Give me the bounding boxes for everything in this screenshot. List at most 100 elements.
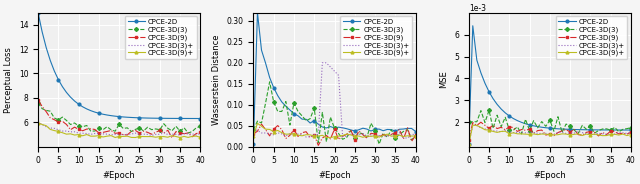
CPCE-3D(9) bbox=[38, 105, 46, 108]
CPCE-2D bbox=[294, 115, 302, 117]
CPCE-3D(9) bbox=[168, 137, 176, 139]
X-axis label: #Epoch: #Epoch bbox=[318, 171, 351, 180]
CPCE-3D(9)+ bbox=[83, 133, 91, 136]
CPCE-2D bbox=[509, 117, 517, 120]
CPCE-3D(9)+ bbox=[319, 134, 326, 136]
CPCE-2D bbox=[469, 25, 477, 27]
CPCE-3D(3)+ bbox=[412, 134, 419, 136]
CPCE-3D(3) bbox=[380, 132, 387, 134]
CPCE-3D(9) bbox=[132, 129, 140, 132]
Line: CPCE-3D(3)+: CPCE-3D(3)+ bbox=[468, 125, 631, 144]
CPCE-3D(3) bbox=[319, 111, 326, 114]
CPCE-2D bbox=[115, 116, 123, 118]
CPCE-2D bbox=[404, 127, 412, 130]
CPCE-3D(9) bbox=[591, 131, 598, 133]
CPCE-3D(9)+ bbox=[375, 136, 383, 138]
CPCE-3D(9)+ bbox=[54, 130, 62, 132]
CPCE-2D bbox=[140, 117, 147, 119]
CPCE-3D(3)+ bbox=[326, 66, 334, 68]
CPCE-3D(9) bbox=[525, 128, 533, 130]
CPCE-3D(3) bbox=[550, 130, 557, 132]
CPCE-3D(3)+ bbox=[59, 130, 67, 132]
CPCE-3D(9) bbox=[59, 120, 67, 122]
CPCE-3D(9)+ bbox=[95, 135, 103, 137]
CPCE-3D(9) bbox=[54, 121, 62, 123]
CPCE-3D(3) bbox=[574, 132, 582, 135]
CPCE-3D(9) bbox=[323, 134, 330, 137]
CPCE-3D(3) bbox=[95, 127, 103, 130]
CPCE-3D(3)+ bbox=[595, 132, 602, 134]
CPCE-3D(3)+ bbox=[530, 131, 538, 134]
CPCE-3D(9) bbox=[188, 136, 196, 138]
CPCE-2D bbox=[355, 129, 363, 131]
CPCE-3D(9) bbox=[587, 130, 595, 133]
Line: CPCE-3D(9)+: CPCE-3D(9)+ bbox=[252, 122, 417, 139]
CPCE-3D(9) bbox=[79, 130, 86, 132]
CPCE-3D(3)+ bbox=[599, 133, 607, 135]
CPCE-3D(3) bbox=[111, 130, 119, 132]
CPCE-3D(3) bbox=[396, 133, 403, 136]
CPCE-3D(3)+ bbox=[294, 133, 302, 135]
CPCE-3D(9)+ bbox=[136, 135, 143, 137]
CPCE-2D bbox=[319, 126, 326, 128]
Line: CPCE-3D(9)+: CPCE-3D(9)+ bbox=[467, 124, 632, 146]
Line: CPCE-3D(9): CPCE-3D(9) bbox=[467, 121, 632, 141]
CPCE-3D(3)+ bbox=[34, 120, 42, 122]
CPCE-3D(3) bbox=[566, 125, 574, 127]
CPCE-3D(3)+ bbox=[396, 132, 403, 134]
CPCE-3D(3) bbox=[75, 125, 83, 127]
CPCE-2D bbox=[108, 115, 115, 117]
CPCE-3D(3) bbox=[595, 130, 602, 132]
CPCE-2D bbox=[103, 114, 111, 116]
CPCE-2D bbox=[180, 117, 188, 120]
CPCE-2D bbox=[87, 109, 95, 112]
CPCE-3D(9)+ bbox=[387, 135, 395, 137]
CPCE-3D(3)+ bbox=[314, 134, 322, 136]
CPCE-3D(9)+ bbox=[481, 129, 489, 131]
CPCE-3D(3)+ bbox=[290, 134, 298, 136]
CPCE-3D(9) bbox=[91, 128, 99, 131]
CPCE-3D(9) bbox=[627, 131, 635, 133]
CPCE-3D(3) bbox=[611, 126, 619, 128]
CPCE-3D(9) bbox=[554, 132, 562, 134]
CPCE-3D(9) bbox=[355, 130, 363, 132]
CPCE-3D(9) bbox=[164, 129, 172, 131]
CPCE-3D(3)+ bbox=[310, 133, 318, 136]
CPCE-2D bbox=[34, 11, 42, 14]
CPCE-3D(3) bbox=[562, 123, 570, 125]
CPCE-3D(3) bbox=[404, 129, 412, 131]
CPCE-3D(3)+ bbox=[335, 74, 342, 77]
Y-axis label: Wasserstein Distance: Wasserstein Distance bbox=[212, 34, 221, 125]
CPCE-3D(9)+ bbox=[465, 143, 472, 146]
CPCE-3D(3)+ bbox=[525, 131, 533, 134]
CPCE-3D(9)+ bbox=[335, 135, 342, 137]
CPCE-3D(3)+ bbox=[359, 133, 367, 135]
CPCE-3D(3)+ bbox=[168, 133, 176, 135]
Line: CPCE-3D(3): CPCE-3D(3) bbox=[252, 80, 417, 146]
CPCE-3D(3) bbox=[156, 129, 164, 131]
CPCE-3D(9) bbox=[314, 144, 322, 146]
CPCE-2D bbox=[262, 62, 269, 64]
CPCE-3D(9)+ bbox=[67, 133, 74, 135]
Line: CPCE-2D: CPCE-2D bbox=[36, 11, 202, 120]
CPCE-3D(9) bbox=[250, 133, 257, 135]
CPCE-3D(3) bbox=[587, 125, 595, 127]
CPCE-2D bbox=[522, 123, 529, 125]
CPCE-3D(3) bbox=[144, 126, 152, 128]
CPCE-3D(9)+ bbox=[525, 133, 533, 136]
CPCE-3D(9)+ bbox=[587, 134, 595, 136]
CPCE-3D(3)+ bbox=[351, 134, 358, 136]
CPCE-3D(9)+ bbox=[550, 134, 557, 136]
CPCE-3D(9) bbox=[595, 135, 602, 137]
CPCE-2D bbox=[546, 127, 554, 129]
CPCE-3D(3) bbox=[554, 116, 562, 118]
CPCE-2D bbox=[160, 117, 168, 119]
CPCE-3D(9)+ bbox=[371, 135, 379, 137]
CPCE-2D bbox=[335, 126, 342, 128]
CPCE-3D(9)+ bbox=[566, 134, 574, 136]
CPCE-3D(9) bbox=[404, 127, 412, 129]
CPCE-3D(3) bbox=[140, 130, 147, 132]
CPCE-3D(9) bbox=[172, 130, 180, 133]
CPCE-3D(9) bbox=[497, 126, 505, 128]
CPCE-3D(9)+ bbox=[363, 135, 371, 137]
